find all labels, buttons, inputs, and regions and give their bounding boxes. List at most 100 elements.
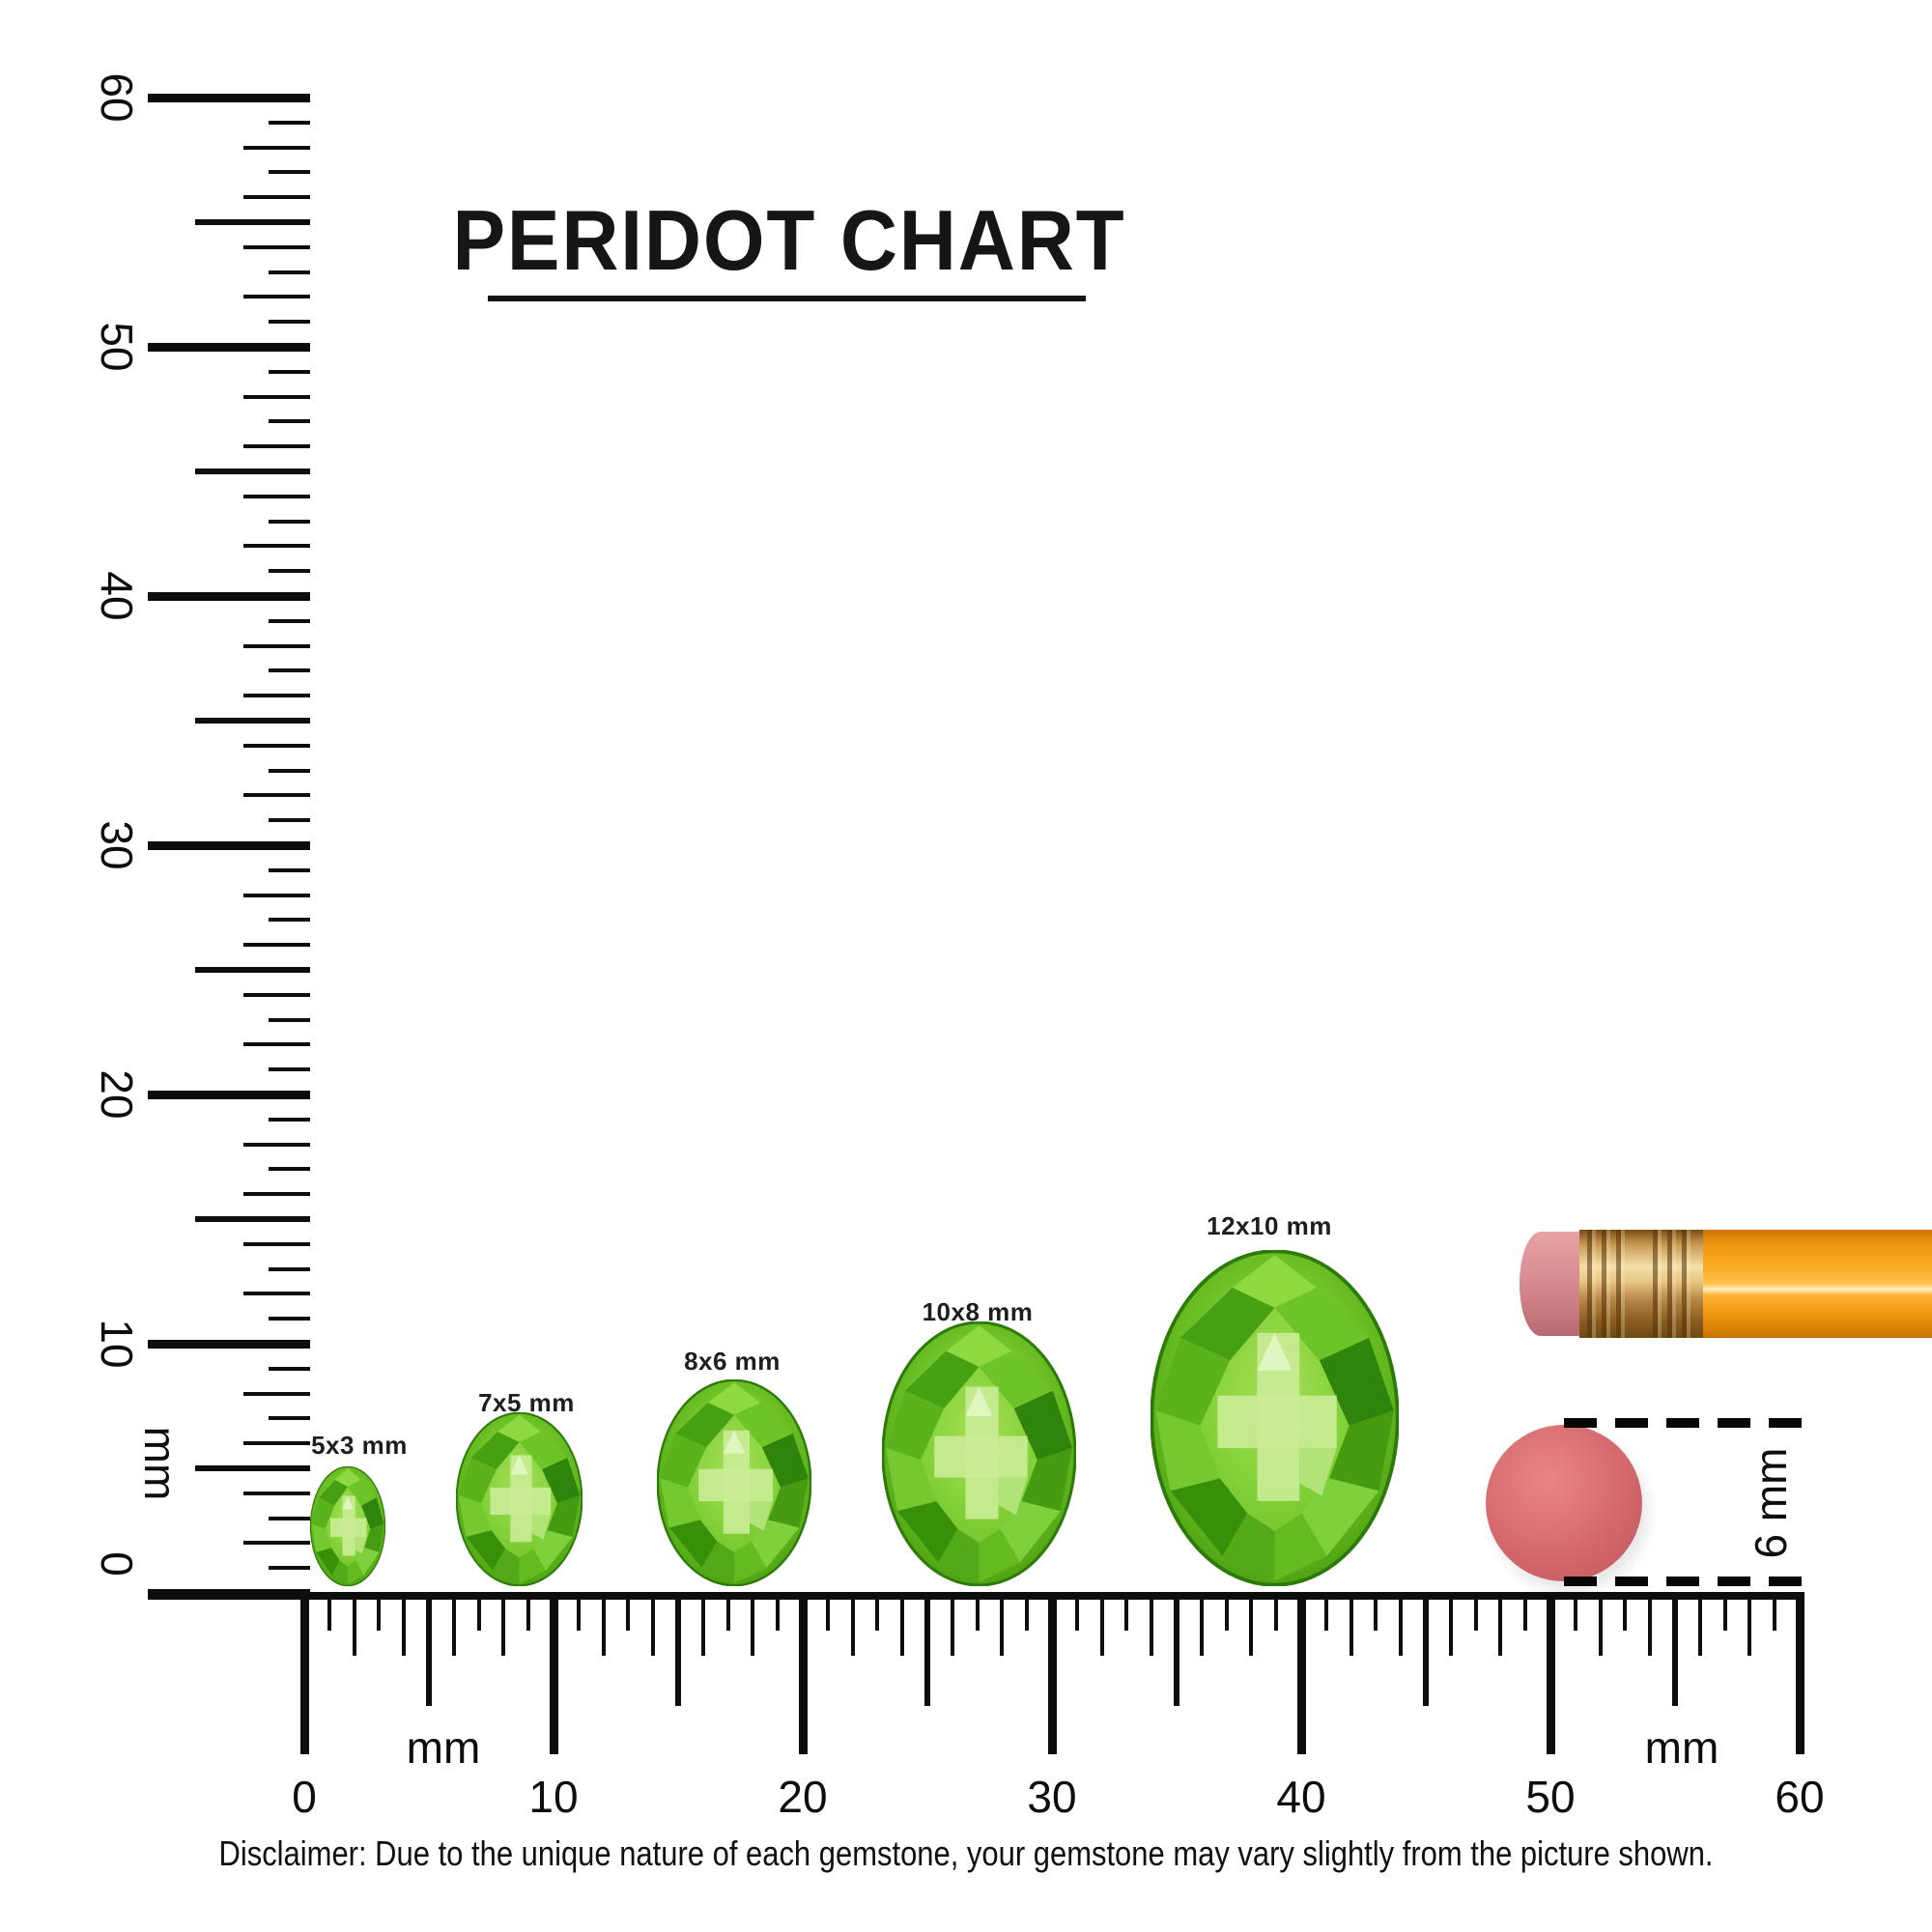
ruler-tick [1249,1594,1254,1656]
pencil-body [1703,1230,1932,1338]
ruler-tick [243,1241,310,1246]
ruler-tick [269,1017,310,1022]
ruler-tick [243,1541,310,1546]
peridot-gem-7x5mm [456,1412,582,1586]
ruler-tick [243,643,310,648]
vertical-ruler-number: 40 [92,571,142,621]
ruler-tick [875,1594,880,1631]
peridot-gem-10x8mm [882,1321,1076,1586]
ruler-tick [243,494,310,498]
horizontal-ruler-number: 30 [1027,1772,1077,1822]
ruler-tick [1697,1594,1702,1656]
ruler-tick [1598,1594,1603,1656]
ruler-tick [243,1042,310,1047]
ruler-tick [195,967,310,973]
ruler-tick [269,818,310,823]
gem-facets [1151,1251,1397,1584]
ruler-tick [148,591,310,601]
ruler-tick [148,1090,310,1099]
ruler-tick [1498,1594,1503,1656]
eraser-diameter-label: 6 mm [1746,1447,1796,1559]
ruler-tick [243,1391,310,1396]
pencil-eraser [1520,1232,1581,1336]
gem-size-label: 12x10 mm [1207,1211,1332,1240]
ruler-tick [243,195,310,200]
gem-size-label: 5x3 mm [311,1431,408,1460]
ruler-tick [148,840,310,850]
horizontal-ruler-number: 50 [1525,1772,1576,1822]
ruler-tick [269,519,310,524]
ferrule-crimp-right [1653,1230,1693,1338]
ruler-tick [1473,1594,1478,1631]
ruler-tick [751,1594,755,1656]
ruler-tick [269,369,310,374]
ruler-tick [269,618,310,623]
ruler-tick [269,1566,310,1571]
page-title: PERIDOT CHART [452,192,1126,288]
ruler-tick [1074,1594,1079,1631]
ruler-tick [549,1594,558,1754]
gem-facets [310,1466,384,1585]
ruler-tick [776,1594,781,1631]
ruler-tick [451,1594,456,1656]
ruler-tick [243,1491,310,1495]
ruler-tick [1000,1594,1005,1656]
ruler-tick [269,1117,310,1122]
ruler-tick [269,270,310,274]
ruler-tick [269,419,310,424]
ruler-tick [243,244,310,249]
ruler-tick [269,569,310,574]
ferrule-crimp-left [1587,1230,1628,1338]
measure-dash-top [1564,1418,1805,1428]
vertical-ruler-unit-label: mm [135,1426,185,1501]
ruler-tick [1795,1594,1804,1754]
ruler-tick [1349,1594,1353,1656]
ruler-tick [1722,1594,1727,1631]
vertical-ruler-number: 0 [92,1551,142,1577]
ruler-tick [243,893,310,897]
title-underline [488,296,1086,301]
vertical-ruler-number: 50 [92,322,142,372]
ruler-tick [1174,1594,1179,1706]
ruler-tick [243,145,310,150]
ruler-tick [148,93,310,102]
ruler-tick [269,120,310,125]
gem-facets [883,1322,1075,1585]
ruler-tick [950,1594,954,1656]
ruler-tick [526,1594,531,1631]
ruler-tick [798,1594,808,1754]
ruler-tick [269,918,310,923]
ruler-tick [195,1465,310,1471]
ruler-tick [1150,1594,1154,1656]
ruler-tick [1124,1594,1129,1631]
vertical-ruler-number: 60 [92,72,142,123]
gem-size-label: 8x6 mm [684,1347,781,1376]
ruler-tick [651,1594,656,1656]
ruler-tick [243,694,310,698]
horizontal-ruler-number: 0 [292,1772,317,1822]
horizontal-ruler-number: 60 [1775,1772,1825,1822]
ruler-tick [601,1594,606,1656]
ruler-tick [700,1594,705,1656]
horizontal-ruler-unit-label-right: mm [1644,1722,1719,1773]
ruler-tick [269,1067,310,1072]
ruler-tick [269,768,310,773]
ruler-tick [269,1416,310,1421]
peridot-gem-5x3mm [310,1466,385,1586]
ruler-tick [1399,1594,1404,1656]
ruler-tick [1025,1594,1030,1631]
ruler-tick [1546,1594,1555,1754]
ruler-tick [1423,1594,1429,1706]
ruler-tick [243,1292,310,1296]
pencil [1520,1230,1932,1338]
ruler-tick [1523,1594,1528,1631]
ruler-tick [243,1142,310,1147]
ruler-tick [243,1192,310,1197]
ruler-tick [269,170,310,175]
measure-dash-bottom [1564,1577,1805,1586]
ruler-tick [975,1594,980,1631]
ruler-tick [1747,1594,1752,1656]
ruler-tick [1099,1594,1104,1656]
ruler-tick [1672,1594,1678,1706]
